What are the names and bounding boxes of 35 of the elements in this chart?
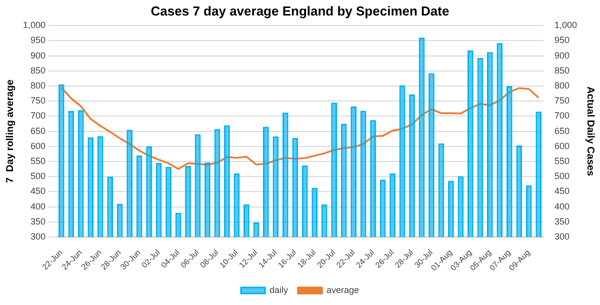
y2-tick-label: 750	[554, 96, 570, 106]
y2-tick-label: 600	[554, 140, 570, 151]
y-tick-label: 750	[30, 96, 46, 106]
y-tick-label: 500	[30, 171, 46, 182]
y2-tick-label: 950	[554, 35, 570, 46]
legend-label: daily	[269, 284, 288, 295]
y2-tick-label: 850	[554, 65, 570, 76]
y-tick-label: 350	[30, 216, 46, 226]
y-tick-label: 800	[30, 80, 46, 90]
y2-tick-label: 1,000	[554, 20, 578, 30]
y2-tick-label: 650	[554, 126, 570, 136]
y2-tick-label: 900	[554, 50, 570, 60]
y-tick-label: 300	[30, 231, 46, 242]
y-tick-label: 950	[30, 35, 46, 46]
y-tick-label: 600	[30, 140, 46, 151]
y2-tick-label: 550	[554, 156, 570, 166]
chart-title: Cases 7 day average England by Specimen Date	[150, 3, 450, 18]
y-tick-label: 900	[30, 50, 46, 60]
y-axis-title: 7 Day rolling average	[4, 79, 16, 183]
y2-tick-label: 350	[554, 216, 570, 226]
y-tick-label: 650	[30, 126, 46, 136]
y2-tick-label: 300	[554, 231, 570, 242]
y-tick-label: 400	[30, 201, 46, 212]
legend-label: average	[326, 284, 360, 295]
y2-tick-label: 450	[554, 186, 570, 196]
y2-tick-label: 700	[554, 110, 570, 121]
y-tick-label: 850	[30, 65, 46, 76]
y-tick-label: 450	[30, 186, 46, 196]
y-tick-label: 700	[30, 110, 46, 121]
y2-tick-label: 500	[554, 171, 570, 182]
y-tick-label: 1,000	[22, 20, 46, 30]
y2-tick-label: 800	[554, 80, 570, 90]
y-tick-label: 550	[30, 156, 46, 166]
y2-tick-label: 400	[554, 201, 570, 212]
y2-axis-title: Actual Daily Cases	[584, 86, 596, 176]
